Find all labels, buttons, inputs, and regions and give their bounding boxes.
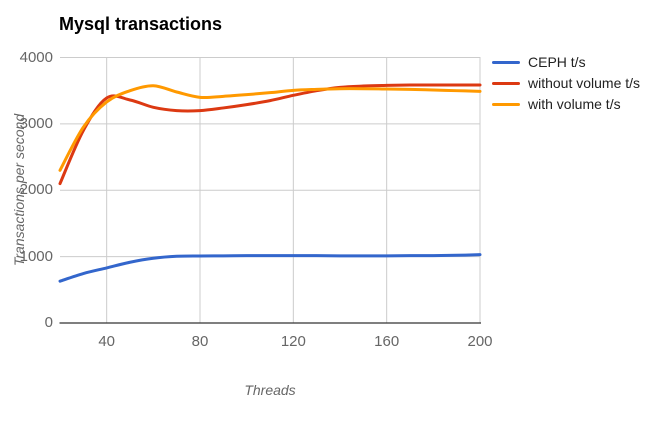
x-tick-label: 120: [280, 333, 306, 350]
y-tick-label: 3000: [19, 114, 53, 132]
y-tick-label: 4000: [19, 48, 53, 66]
series-line-with-volume-t-s: [58, 84, 482, 172]
x-tick-label: 200: [467, 333, 493, 350]
y-axis-title: Transactions per second: [11, 113, 27, 267]
y-tick-label: 1000: [19, 247, 53, 265]
legend-item: with volume t/s: [492, 96, 621, 112]
x-axis-title: Threads: [244, 382, 296, 398]
legend-swatch-icon: [492, 102, 520, 106]
y-tick-label: 0: [44, 314, 53, 331]
x-tick-label: 160: [374, 333, 400, 350]
series-line-ceph-t-s: [58, 253, 482, 283]
x-tick-label: 40: [98, 333, 115, 350]
legend-swatch-icon: [492, 81, 520, 85]
legend-label: CEPH t/s: [528, 54, 586, 70]
legend-swatch-icon: [492, 60, 520, 64]
legend-item: without volume t/s: [492, 75, 640, 91]
legend-label: with volume t/s: [528, 96, 621, 112]
x-tick-label: 80: [191, 333, 209, 350]
y-tick-label: 2000: [19, 181, 53, 199]
legend-label: without volume t/s: [528, 75, 641, 91]
legend-item: CEPH t/s: [492, 54, 586, 70]
chart-title: Mysql transactions: [59, 14, 223, 34]
series-line-without-volume-t-s: [58, 83, 482, 186]
